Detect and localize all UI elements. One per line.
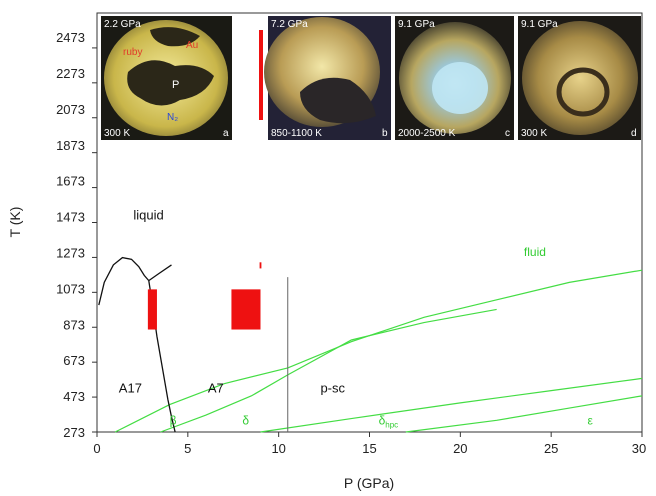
x-tick-label: 5 xyxy=(184,441,191,456)
phase-label-psc: p-sc xyxy=(320,380,345,395)
photo-b-dark-region xyxy=(300,77,376,124)
green-boundary-line-1 xyxy=(160,308,497,433)
delta-hpc-label: δhpc xyxy=(379,414,399,430)
green-phase-label-1: β xyxy=(170,414,177,428)
photo-c-pressure: 9.1 GPa xyxy=(398,19,435,30)
photo-inset-c: 9.1 GPa 2000-2500 K c xyxy=(395,16,514,140)
photo-b-pressure: 7.2 GPa xyxy=(271,19,308,30)
y-tick-label: 1673 xyxy=(56,174,85,189)
delta-hpc-sub: hpc xyxy=(385,421,398,430)
x-tick-label: 25 xyxy=(544,441,558,456)
y-tick-labels: 273 473 673 873 1073 1273 1473 1673 1873… xyxy=(56,30,85,440)
photo-b-temperature: 850-1100 K xyxy=(271,128,322,139)
photo-inset-b: 7.2 GPa 850-1100 K b xyxy=(264,16,391,140)
photo-scale-bar xyxy=(259,30,263,120)
photo-d-temperature: 300 K xyxy=(521,128,547,139)
green-boundary-line-2 xyxy=(260,377,643,433)
y-tick-label: 473 xyxy=(63,389,85,404)
green-phase-labels: fluid β δ ε xyxy=(170,245,594,427)
green-boundary-line-0 xyxy=(114,269,643,433)
x-axis-ticks xyxy=(96,432,643,437)
y-tick-label: 1273 xyxy=(56,246,85,261)
black-boundary-line-1 xyxy=(148,264,172,282)
green-phase-label-2: δ xyxy=(242,414,249,428)
y-tick-label: 273 xyxy=(63,425,85,440)
green-phase-label-0: fluid xyxy=(524,245,546,259)
photo-a-temperature: 300 K xyxy=(104,128,130,139)
y-tick-label: 2273 xyxy=(56,66,85,81)
photo-a-n2-label: N₂ xyxy=(167,112,178,123)
photo-a-letter: a xyxy=(223,128,229,139)
y-tick-label: 873 xyxy=(63,317,85,332)
photo-d-pressure: 9.1 GPa xyxy=(521,19,558,30)
photo-inset-a: 2.2 GPa 300 K a ruby Au P N₂ xyxy=(101,16,232,140)
phase-region-labels: liquid A17 A7 p-sc xyxy=(119,208,346,396)
x-tick-labels: 0 5 10 15 20 25 30 xyxy=(93,441,646,456)
x-tick-label: 30 xyxy=(632,441,646,456)
photo-a-au-label: Au xyxy=(186,40,198,51)
photo-a-pressure: 2.2 GPa xyxy=(104,19,141,30)
x-axis-title: P (GPa) xyxy=(344,475,394,491)
photo-inset-d: 9.1 GPa 300 K d xyxy=(518,16,641,140)
x-tick-label: 0 xyxy=(93,441,100,456)
photo-c-letter: c xyxy=(505,128,510,139)
delta-hpc-main: δ xyxy=(379,414,386,428)
y-axis-ticks xyxy=(92,47,97,433)
photo-c-temperature: 2000-2500 K xyxy=(398,128,456,139)
red-marker-1 xyxy=(231,289,261,330)
y-tick-label: 2473 xyxy=(56,30,85,45)
green-boundary-line-3 xyxy=(405,395,643,433)
phase-label-a17: A17 xyxy=(119,380,142,395)
photo-c-hot-spot xyxy=(432,62,488,114)
y-tick-label: 1473 xyxy=(56,210,85,225)
y-tick-label: 1073 xyxy=(56,281,85,296)
y-tick-label: 673 xyxy=(63,353,85,368)
y-tick-label: 1873 xyxy=(56,138,85,153)
y-tick-label: 2073 xyxy=(56,102,85,117)
y-axis-title: T (K) xyxy=(7,207,23,238)
black-boundary-line-0 xyxy=(98,256,150,306)
x-tick-label: 10 xyxy=(271,441,285,456)
photo-d-letter: d xyxy=(631,128,637,139)
phase-label-liquid: liquid xyxy=(133,208,163,223)
green-phase-boundaries xyxy=(114,269,643,433)
red-marker-0 xyxy=(147,289,157,330)
photo-a-gold-region xyxy=(150,27,200,47)
photo-d-ring xyxy=(556,67,610,117)
photo-d-sample xyxy=(522,21,638,135)
red-marker-2 xyxy=(259,262,262,269)
photo-a-ruby-label: ruby xyxy=(123,47,142,58)
x-tick-label: 20 xyxy=(453,441,467,456)
photo-a-p-label: P xyxy=(172,79,179,91)
x-tick-label: 15 xyxy=(362,441,376,456)
photo-b-letter: b xyxy=(382,128,388,139)
photo-a-dark-region xyxy=(127,60,214,106)
black-phase-boundaries xyxy=(98,256,289,433)
phase-label-a7: A7 xyxy=(208,380,224,395)
red-experiment-markers xyxy=(147,262,262,330)
green-phase-label-3: ε xyxy=(588,414,594,428)
